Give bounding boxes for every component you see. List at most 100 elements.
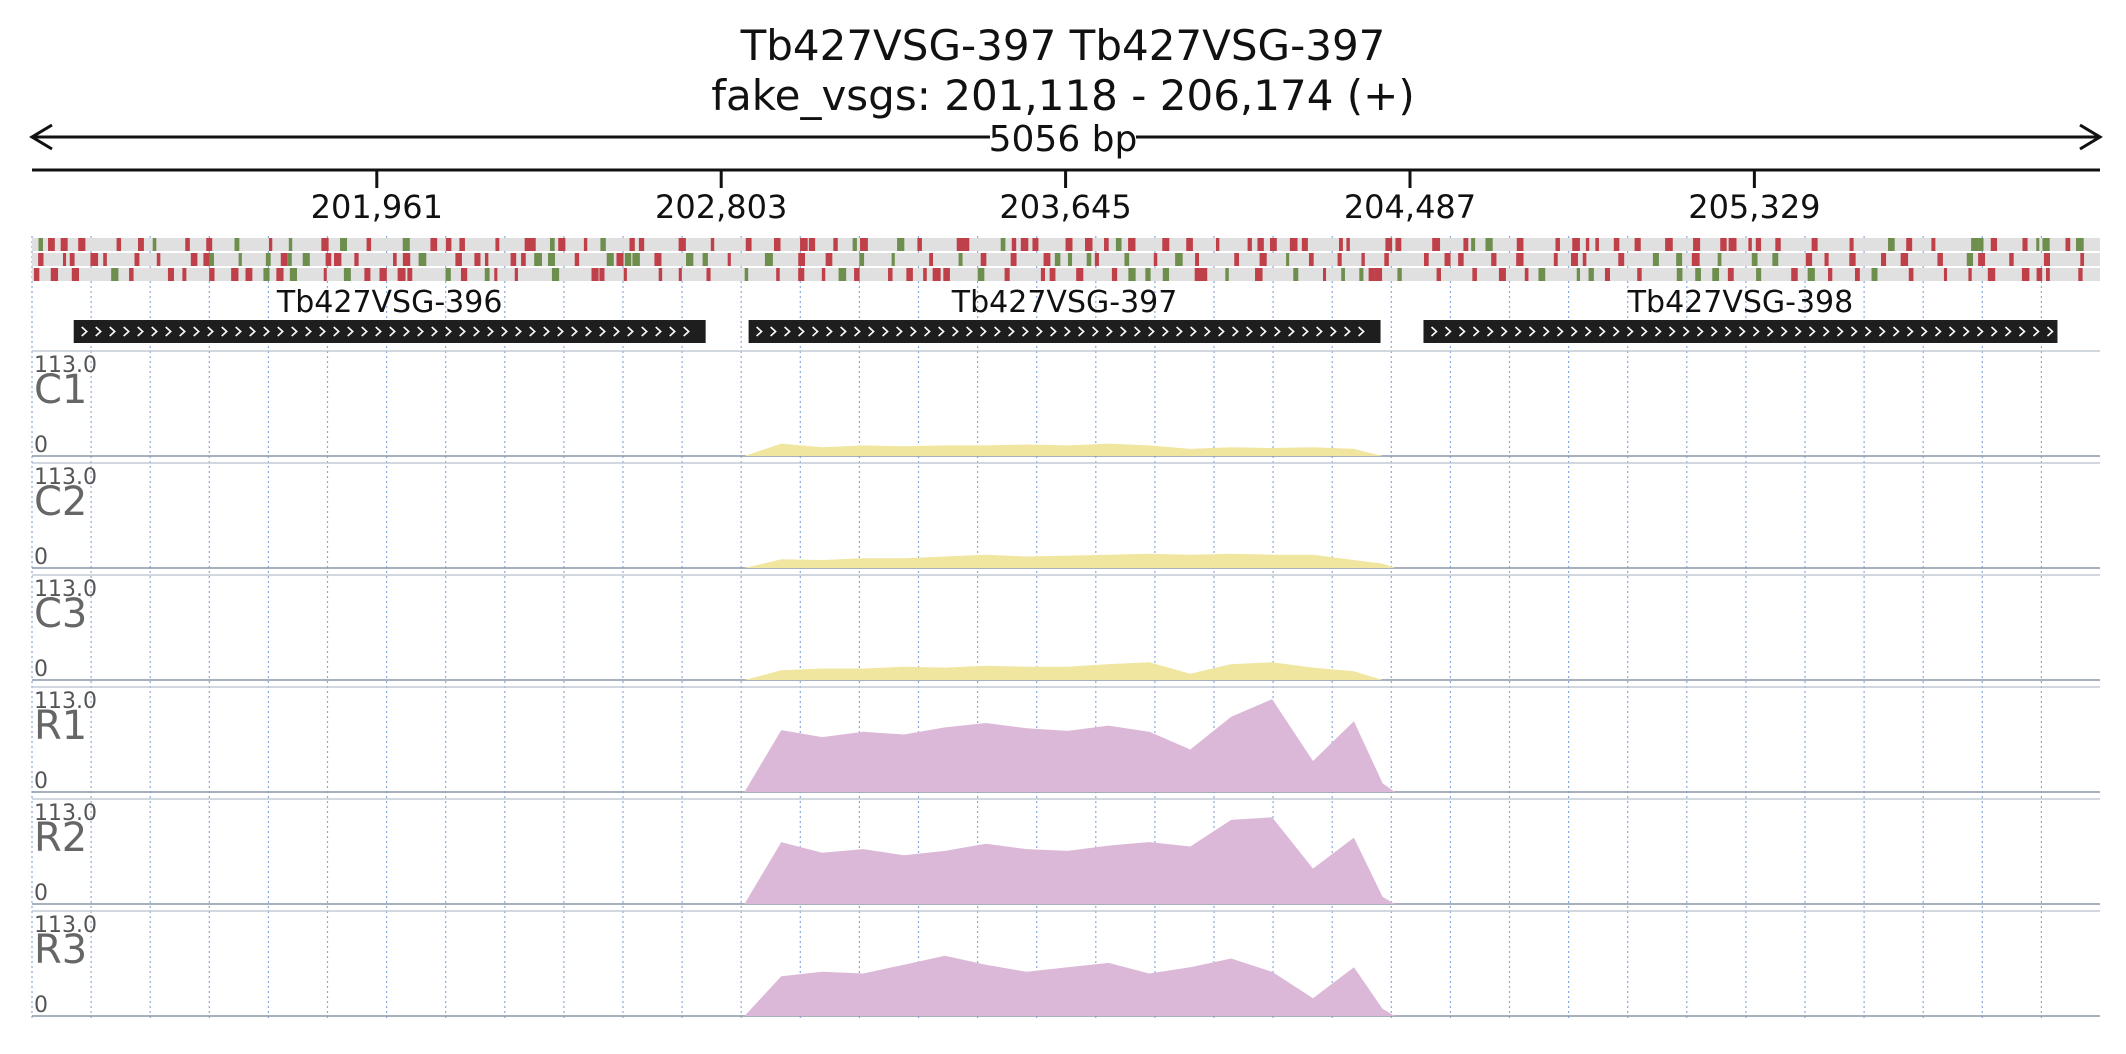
strand-arrow-icon — [1570, 326, 1578, 337]
stop-codon-mark — [1498, 268, 1506, 281]
stop-codon-mark — [1463, 238, 1469, 251]
strand-arrow-icon — [1458, 326, 1466, 337]
stop-codon-mark — [62, 253, 67, 266]
stop-codon-mark — [334, 253, 342, 266]
strand-arrow-icon — [431, 326, 438, 337]
stop-codon-mark — [1931, 238, 1936, 251]
strand-arrow-icon — [938, 326, 945, 337]
strand-arrow-icon — [826, 326, 833, 337]
strand-arrow-icon — [952, 326, 959, 337]
strand-arrow-icon — [1766, 326, 1774, 337]
stop-codon-mark — [167, 268, 174, 281]
gene-body — [73, 320, 706, 343]
stop-codon-mark — [1301, 238, 1308, 251]
stop-codon-mark — [2021, 268, 2030, 281]
stop-codon-mark — [203, 253, 210, 266]
strand-arrow-icon — [1134, 326, 1141, 337]
strand-arrow-icon — [1710, 326, 1718, 337]
strand-arrow-icon — [1078, 326, 1085, 337]
strand-arrow-icon — [1626, 326, 1634, 337]
start-codon-mark — [897, 238, 905, 251]
stop-codon-mark — [1043, 253, 1051, 266]
stop-codon-mark — [1491, 253, 1497, 266]
stop-codon-mark — [407, 268, 413, 281]
stop-codon-mark — [137, 238, 144, 251]
strand-arrow-icon — [473, 326, 480, 337]
strand-arrow-icon — [179, 326, 186, 337]
strand-arrow-icon — [1162, 326, 1169, 337]
stop-codon-mark — [1104, 238, 1109, 251]
strand-arrow-icon — [557, 326, 564, 337]
strand-arrow-icon — [123, 326, 130, 337]
strand-arrow-icon — [1878, 326, 1886, 337]
stop-codon-mark — [1572, 238, 1580, 251]
stop-codon-mark — [654, 253, 662, 266]
stop-codon-mark — [1613, 238, 1620, 251]
stop-codon-mark — [1085, 238, 1093, 251]
coverage-track-C2: 113.0C2 0 — [32, 462, 2100, 570]
ruler-tick-label: 204,487 — [1344, 188, 1476, 226]
stop-codon-mark — [495, 238, 500, 251]
stop-codon-mark — [574, 253, 580, 266]
strand-arrow-icon — [1430, 326, 1438, 337]
stop-codon-mark — [1849, 253, 1856, 266]
start-codon-mark — [1712, 268, 1720, 281]
stop-codon-mark — [484, 253, 489, 266]
stop-codon-mark — [459, 238, 465, 251]
strand-arrow-icon — [1682, 326, 1690, 337]
stop-codon-mark — [1020, 238, 1029, 251]
stop-codon-mark — [616, 253, 624, 266]
strand-arrow-icon — [319, 326, 326, 337]
start-codon-mark — [209, 253, 214, 266]
track-min-label: 0 — [34, 433, 48, 458]
stop-codon-mark — [1637, 268, 1642, 281]
frame-track-3 — [32, 268, 2100, 281]
start-codon-mark — [534, 253, 542, 266]
start-codon-mark — [686, 253, 694, 266]
stop-codon-mark — [1094, 253, 1099, 266]
strand-arrow-icon — [812, 326, 819, 337]
stop-codon-mark — [2022, 238, 2028, 251]
strand-arrow-icon — [1120, 326, 1127, 337]
strand-arrow-icon — [1794, 326, 1802, 337]
gene-track: Tb427VSG-396 Tb427VSG-397 Tb427VSG-398 — [73, 285, 2058, 343]
stop-codon-mark — [1322, 268, 1327, 281]
start-codon-mark — [265, 253, 271, 266]
strand-arrow-icon — [798, 326, 805, 337]
stop-codon-mark — [1395, 238, 1402, 251]
stop-codon-mark — [206, 238, 213, 251]
track-max-label: 113.0 — [34, 577, 97, 602]
stop-codon-mark — [980, 253, 987, 266]
strand-arrow-icon — [347, 326, 354, 337]
coverage-area-C3 — [744, 662, 1395, 680]
strand-arrow-icon — [417, 326, 424, 337]
strand-arrow-icon — [81, 326, 88, 337]
ruler-tick-label: 203,645 — [999, 188, 1131, 226]
strand-arrow-icon — [924, 326, 931, 337]
start-codon-mark — [111, 268, 119, 281]
ruler-tick-label: 201,961 — [311, 188, 443, 226]
stop-codon-mark — [129, 268, 134, 281]
track-max-label: 113.0 — [34, 689, 97, 714]
stop-codon-mark — [1727, 268, 1734, 281]
start-codon-mark — [2042, 238, 2050, 251]
stop-codon-mark — [71, 268, 80, 281]
track-name: C1 — [34, 367, 87, 413]
stop-codon-mark — [1269, 238, 1277, 251]
stop-codon-mark — [1516, 253, 1524, 266]
strand-arrow-icon — [1892, 326, 1900, 337]
start-codon-mark — [1676, 253, 1683, 266]
strand-arrow-icon — [501, 326, 508, 337]
strand-arrow-icon — [305, 326, 312, 337]
start-codon-mark — [418, 253, 427, 266]
stop-codon-mark — [1805, 253, 1813, 266]
strand-arrow-icon — [445, 326, 452, 337]
strand-arrow-icon — [1808, 326, 1816, 337]
stop-codon-mark — [658, 268, 663, 281]
track-name: R2 — [34, 815, 87, 861]
strand-arrow-icon — [1724, 326, 1732, 337]
stop-codon-mark — [2009, 253, 2014, 266]
start-codon-mark — [1115, 238, 1122, 251]
stop-codon-mark — [531, 238, 536, 251]
stop-codon-mark — [364, 268, 371, 281]
